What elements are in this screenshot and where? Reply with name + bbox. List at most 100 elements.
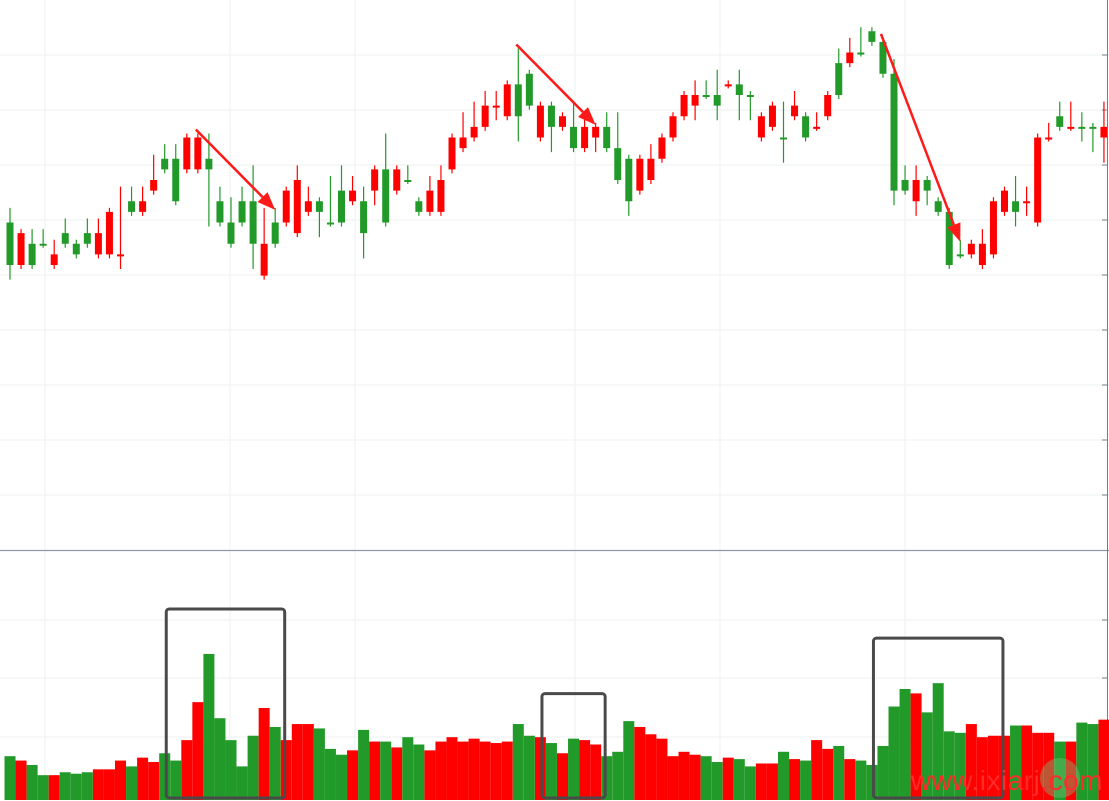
candle-body (238, 201, 246, 223)
volume-bar (1065, 741, 1077, 800)
volume-bar (115, 760, 126, 800)
candle-body (890, 73, 898, 191)
candle-body (293, 180, 301, 234)
volume-bar (557, 753, 568, 800)
volume-bar (755, 763, 767, 800)
candle-body (780, 137, 787, 140)
candle-body (945, 211, 953, 265)
volume-bar (811, 740, 823, 800)
candle-body (94, 233, 102, 255)
volume-highlight-box (540, 692, 607, 800)
volume-bar (800, 760, 812, 800)
candle-body (912, 180, 920, 202)
candle-body (349, 190, 357, 202)
volume-bar (1054, 741, 1066, 800)
candle-body (514, 84, 522, 117)
volume-bar (623, 721, 635, 800)
candle-body (757, 116, 765, 138)
volume-bar (358, 729, 370, 800)
candle-body (216, 201, 224, 223)
candle-body (581, 126, 589, 149)
volume-bar (545, 743, 557, 800)
candle-body (382, 169, 390, 223)
volume-bar (601, 756, 613, 800)
volume-bar (70, 773, 82, 800)
volume-bar (369, 741, 381, 800)
candle-body (570, 126, 578, 149)
arrow-head (578, 107, 596, 125)
volume-bar (888, 706, 900, 800)
candle-body (824, 95, 832, 117)
volume-bar (910, 693, 922, 800)
candle-body (50, 254, 58, 265)
candle-body (437, 180, 445, 212)
volume-bar (976, 737, 988, 800)
volume-bar (457, 741, 469, 800)
candle-body (150, 180, 158, 191)
volume-bar (490, 743, 502, 800)
candle-body (802, 116, 810, 138)
volume-highlight-box (871, 636, 1005, 800)
candle-body (680, 95, 688, 117)
candle-body (338, 190, 345, 223)
volume-bar (1010, 725, 1022, 800)
volume-bar (612, 751, 624, 800)
candle-body (304, 201, 312, 212)
volume-bar (667, 756, 679, 800)
candle-body (426, 190, 434, 212)
volume-bar (822, 748, 834, 800)
candle-body (1078, 126, 1086, 129)
volume-bar (291, 724, 303, 800)
volume-bar (512, 724, 524, 800)
candle-body (857, 52, 865, 55)
candle-body (691, 95, 699, 106)
volume-bar (987, 735, 999, 800)
candle-body (39, 243, 47, 246)
annotations (164, 33, 1005, 800)
volume-bar (833, 745, 845, 800)
candle-body (448, 137, 456, 170)
candle-body (1056, 116, 1064, 127)
volume-bar (645, 734, 657, 800)
candle-body (1023, 201, 1031, 204)
volume-bar (1076, 722, 1088, 800)
candle-body (768, 105, 776, 127)
volume-bar (479, 741, 491, 800)
candle-body (139, 201, 147, 212)
volume-bar (568, 738, 580, 800)
candle-body (1089, 126, 1097, 129)
volume-bar (26, 764, 38, 800)
volume-bar (435, 741, 447, 800)
volume-bar (932, 683, 944, 800)
candle-body (967, 243, 975, 255)
candle-body (404, 180, 412, 182)
arrow-shaft (194, 128, 264, 198)
volume-bar (789, 759, 801, 800)
volume-bar (347, 750, 359, 800)
candle-body (846, 52, 854, 64)
volume-bar (269, 726, 281, 800)
candle-body (183, 137, 191, 170)
candle-body (1100, 126, 1108, 138)
volume-bar (137, 757, 149, 800)
volume-bar (302, 724, 314, 800)
volume-bar (590, 744, 602, 800)
candle-body (470, 126, 478, 138)
candle-body (746, 95, 754, 97)
volume-bar (192, 702, 204, 800)
volume-bar (722, 757, 734, 800)
candle-body (669, 116, 677, 138)
volume-bar (534, 737, 546, 800)
candle-body (194, 137, 202, 170)
candle-body (1045, 137, 1053, 140)
volume-bar (391, 747, 403, 800)
volume-bar (523, 735, 535, 800)
volume-bar (678, 751, 690, 800)
candle-body (647, 158, 655, 180)
volume-bar (81, 772, 93, 800)
candle-body (360, 201, 368, 234)
volume-bar (943, 731, 955, 800)
candle-body (83, 233, 91, 244)
volume-bar (921, 712, 933, 800)
volume-bar (711, 762, 723, 800)
